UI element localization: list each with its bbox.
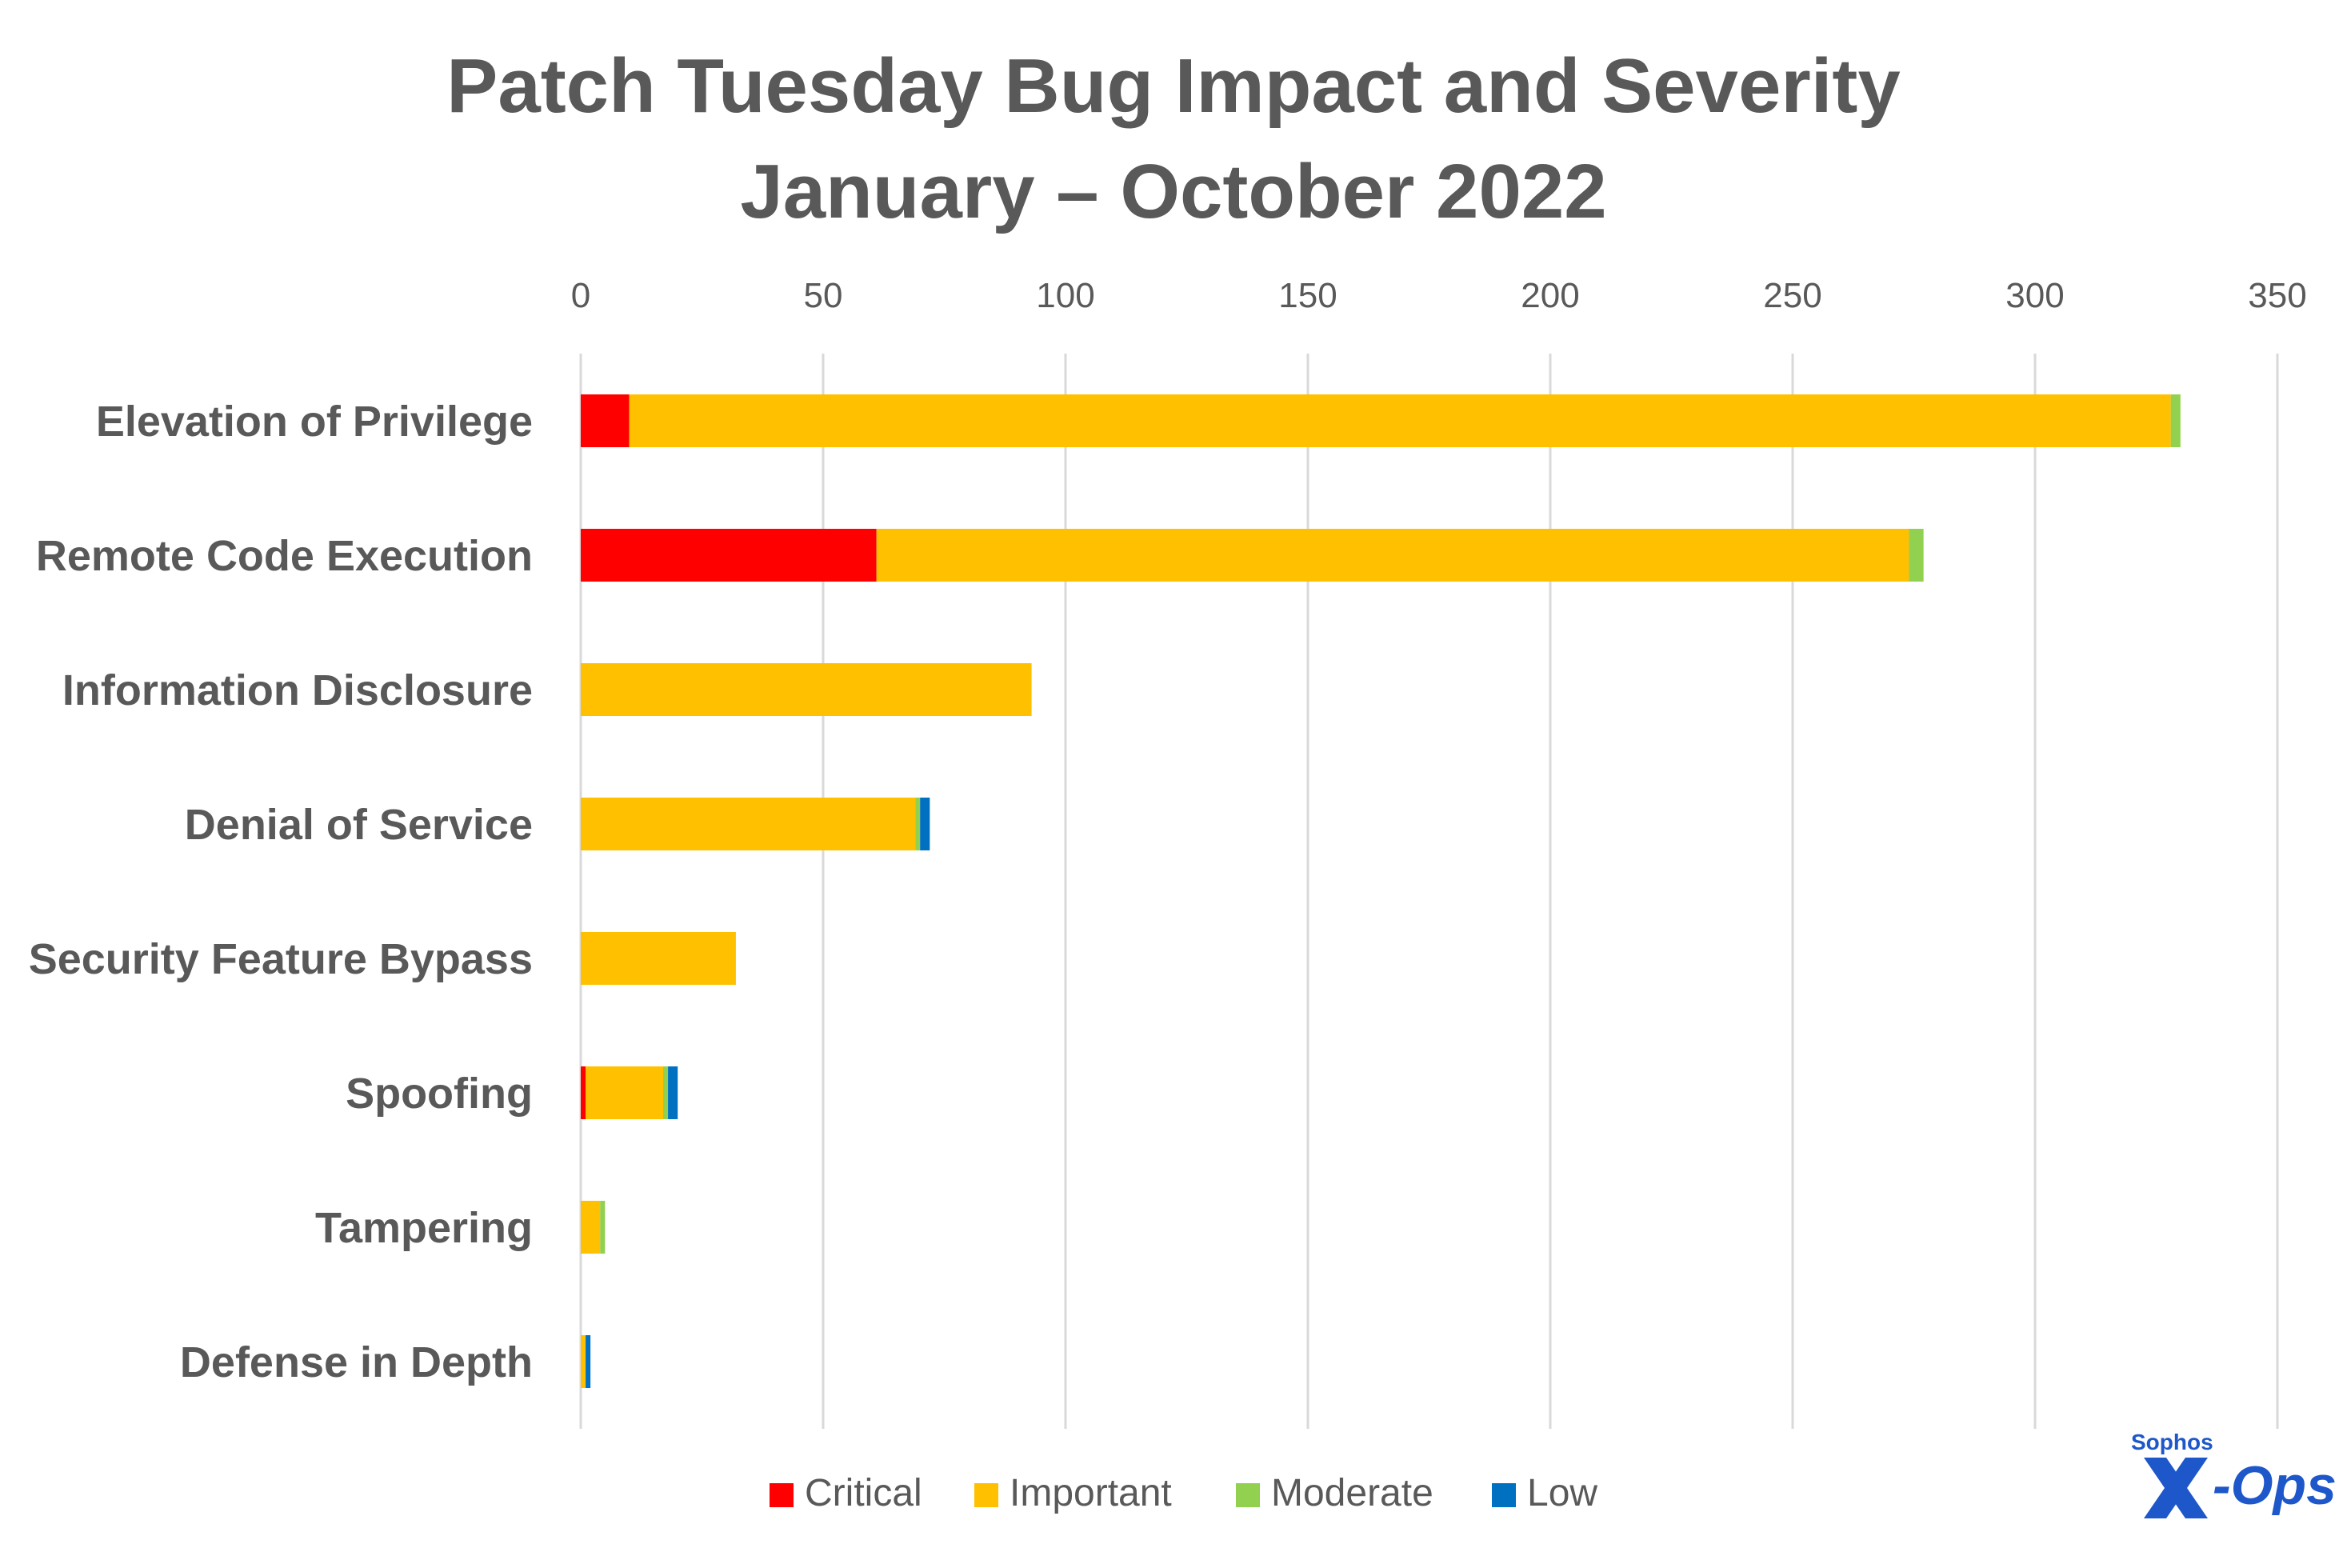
category-label: Remote Code Execution	[36, 532, 533, 580]
bar-segment-important	[581, 663, 1032, 716]
legend-swatch-moderate	[1236, 1483, 1260, 1507]
category-label: Tampering	[315, 1204, 533, 1252]
logo-x-mark	[2144, 1458, 2208, 1518]
legend-label-important: Important	[1010, 1472, 1172, 1514]
bar-segment-important	[581, 798, 916, 850]
bar-segment-moderate	[1909, 529, 1924, 582]
bar-segment-important	[581, 1335, 586, 1388]
bar-segment-important	[586, 1066, 664, 1119]
bar-segment-critical	[581, 394, 630, 447]
category-label: Denial of Service	[185, 801, 533, 849]
legend-label-moderate: Moderate	[1271, 1472, 1433, 1514]
category-labels: Elevation of Privilege Remote Code Execut…	[29, 398, 533, 1386]
category-label: Spoofing	[346, 1070, 533, 1118]
x-tick-label: 350	[2248, 276, 2306, 315]
legend-label-low: Low	[1527, 1472, 1597, 1514]
bar-segment-low	[668, 1066, 678, 1119]
bar-segment-important	[581, 932, 736, 985]
category-label: Defense in Depth	[180, 1338, 533, 1386]
logo-brand-text: Sophos	[2131, 1430, 2213, 1454]
bar-segment-moderate	[2170, 394, 2181, 447]
bar-segment-important	[876, 529, 1909, 582]
category-label: Security Feature Bypass	[29, 935, 533, 983]
chart-subtitle: January – October 2022	[740, 149, 1606, 234]
legend-label-critical: Critical	[805, 1472, 922, 1514]
category-label: Information Disclosure	[62, 666, 533, 714]
gridlines	[579, 354, 2279, 1429]
x-axis-ticks: 0 50 100 150 200 250 300 350	[571, 276, 2307, 315]
bar-segment-moderate	[663, 1066, 669, 1119]
bars	[581, 394, 2181, 1388]
chart-title: Patch Tuesday Bug Impact and Severity	[446, 43, 1900, 129]
x-tick-label: 100	[1036, 276, 1094, 315]
bar-segment-critical	[581, 1066, 586, 1119]
legend-swatch-low	[1492, 1483, 1516, 1507]
bar-segment-moderate	[915, 798, 921, 850]
bar-segment-important	[629, 394, 2171, 447]
legend-swatch-critical	[770, 1483, 794, 1507]
x-tick-label: 50	[804, 276, 843, 315]
legend-swatch-important	[974, 1483, 998, 1507]
x-tick-label: 300	[2005, 276, 2064, 315]
bar-segment-important	[581, 1201, 601, 1254]
logo-product-text: -Ops	[2213, 1455, 2337, 1516]
sophos-xops-logo: Sophos -Ops	[2131, 1430, 2337, 1518]
x-tick-label: 150	[1278, 276, 1337, 315]
category-label: Elevation of Privilege	[96, 398, 533, 446]
bar-segment-critical	[581, 529, 877, 582]
x-tick-label: 200	[1521, 276, 1579, 315]
legend: Critical Important Moderate Low	[770, 1472, 1597, 1514]
bar-segment-low	[586, 1335, 591, 1388]
bar-segment-moderate	[600, 1201, 606, 1254]
x-tick-label: 0	[571, 276, 590, 315]
x-tick-label: 250	[1763, 276, 1821, 315]
bar-segment-low	[920, 798, 930, 850]
